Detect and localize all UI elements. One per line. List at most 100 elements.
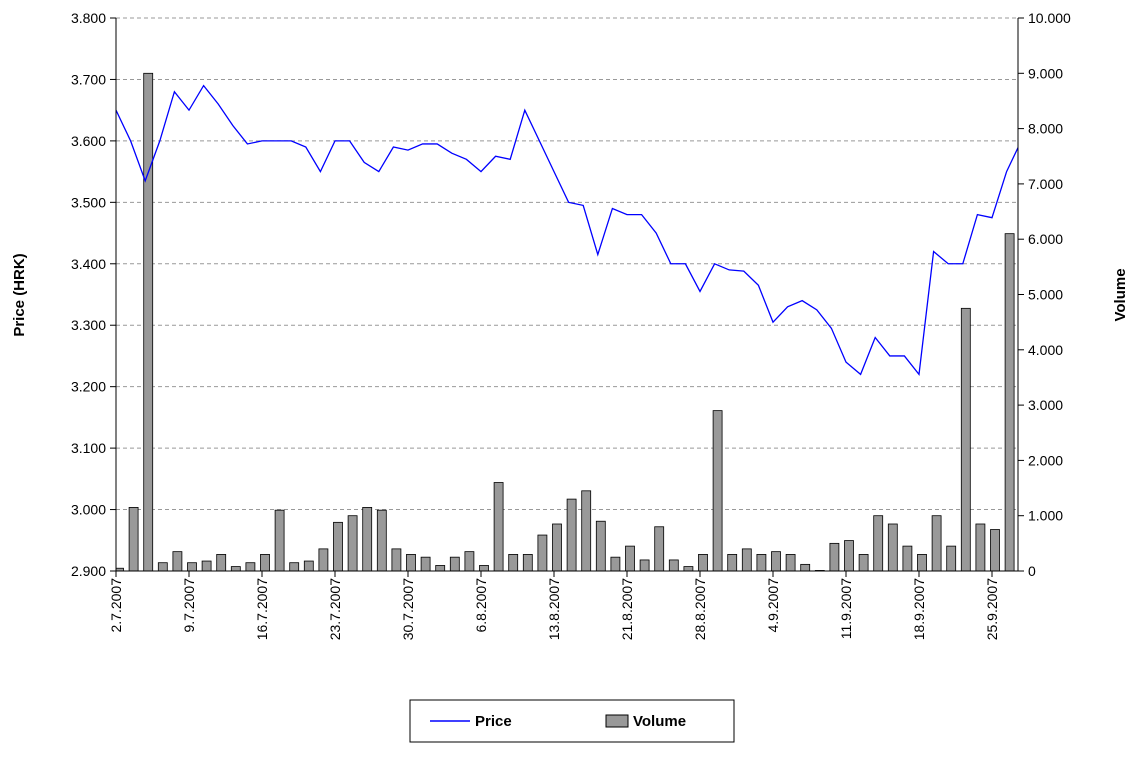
y-tick-label: 3.100	[71, 440, 106, 456]
grid	[116, 17, 1018, 511]
bar	[727, 554, 738, 572]
bar	[522, 554, 533, 572]
bar	[274, 509, 285, 572]
y-axis-label: Price (HRK)	[11, 253, 28, 336]
y2-tick-label: 3.000	[1028, 397, 1063, 413]
y-tick-label: 3.800	[71, 10, 106, 26]
bar	[435, 565, 446, 572]
bar	[581, 490, 592, 572]
bar	[303, 560, 314, 572]
bar	[975, 523, 986, 572]
bar	[931, 515, 942, 572]
y2-tick-label: 8.000	[1028, 121, 1063, 137]
bar	[245, 562, 256, 572]
legend-swatch	[605, 714, 629, 728]
bar	[873, 515, 884, 572]
y2-tick-label: 6.000	[1028, 231, 1063, 247]
y-tick-label: 3.600	[71, 133, 106, 149]
bar	[347, 515, 358, 572]
bar	[668, 559, 679, 572]
bar	[990, 529, 1000, 572]
x-tick-label: 11.9.2007	[838, 578, 854, 639]
y2-tick-label: 0	[1028, 563, 1036, 579]
y2-tick-label: 2.000	[1028, 452, 1063, 468]
price-line	[116, 84, 1018, 377]
bar	[595, 520, 606, 572]
bar	[449, 556, 460, 572]
legend-label: Price	[475, 713, 512, 730]
bar	[683, 566, 694, 572]
x-tick-label: 16.7.2007	[254, 578, 270, 640]
bar	[771, 551, 781, 572]
x-tick-label: 23.7.2007	[327, 578, 343, 640]
x-tick-label: 9.7.2007	[181, 578, 197, 633]
bar	[143, 72, 154, 572]
bar	[493, 482, 504, 572]
bar	[698, 554, 708, 572]
bar	[887, 523, 898, 572]
bar	[318, 548, 329, 572]
bar	[289, 562, 300, 572]
bar	[654, 526, 665, 572]
bar	[172, 551, 183, 572]
y-tick-label: 3.200	[71, 379, 106, 395]
bar	[216, 554, 227, 572]
y-tick-label: 3.400	[71, 256, 106, 272]
bar	[128, 507, 139, 572]
bar	[610, 556, 621, 572]
y2-tick-label: 10.000	[1028, 10, 1071, 26]
y-tick-label: 3.500	[71, 194, 106, 210]
bar	[260, 554, 270, 572]
legend-label: Volume	[633, 713, 686, 730]
bar	[741, 548, 752, 572]
bar	[464, 551, 475, 572]
y2-tick-label: 5.000	[1028, 287, 1063, 303]
bar	[406, 554, 416, 572]
bar	[756, 554, 767, 572]
bar	[639, 559, 650, 572]
y2-tick-label: 7.000	[1028, 176, 1063, 192]
y-tick-label: 3.300	[71, 317, 106, 333]
bar	[479, 565, 489, 572]
axes: 2.900 3.000 3.100 3.200 3.300 3.400 3.500 3.600…	[71, 10, 1071, 640]
bar	[537, 534, 548, 572]
y-tick-label: 3.700	[71, 71, 106, 87]
x-tick-label: 21.8.2007	[619, 578, 635, 640]
x-tick-label: 30.7.2007	[400, 578, 416, 640]
bar	[508, 554, 519, 572]
x-tick-label: 6.8.2007	[473, 578, 489, 633]
bar	[376, 509, 387, 572]
bar	[946, 545, 957, 572]
bar	[712, 410, 723, 572]
bar	[333, 521, 343, 572]
bar	[420, 556, 431, 572]
y2-axis-label: Volume	[1112, 268, 1129, 321]
y2-tick-label: 4.000	[1028, 342, 1063, 358]
bar	[785, 554, 796, 572]
bar	[391, 548, 402, 572]
x-tick-label: 4.9.2007	[765, 578, 781, 633]
bar	[844, 540, 854, 572]
x-tick-label: 18.9.2007	[911, 578, 927, 640]
bars	[116, 72, 1015, 572]
y-tick-label: 3.000	[71, 502, 106, 518]
bar	[201, 560, 212, 572]
legend: Price Volume	[430, 713, 686, 730]
x-tick-label: 25.9.2007	[984, 578, 1000, 640]
bar	[566, 498, 577, 572]
y2-tick-label: 1.000	[1028, 508, 1063, 524]
bar	[960, 307, 971, 572]
bar	[858, 554, 869, 572]
y2-tick-label: 9.000	[1028, 65, 1063, 81]
bar	[902, 545, 913, 572]
lines	[116, 84, 1018, 377]
bar	[187, 562, 197, 572]
x-tick-label: 2.7.2007	[108, 578, 124, 633]
bar	[552, 523, 562, 572]
x-tick-label: 13.8.2007	[546, 578, 562, 640]
bar	[917, 554, 927, 572]
bar	[1004, 233, 1015, 572]
x-tick-label: 28.8.2007	[692, 578, 708, 640]
bar	[157, 562, 168, 572]
